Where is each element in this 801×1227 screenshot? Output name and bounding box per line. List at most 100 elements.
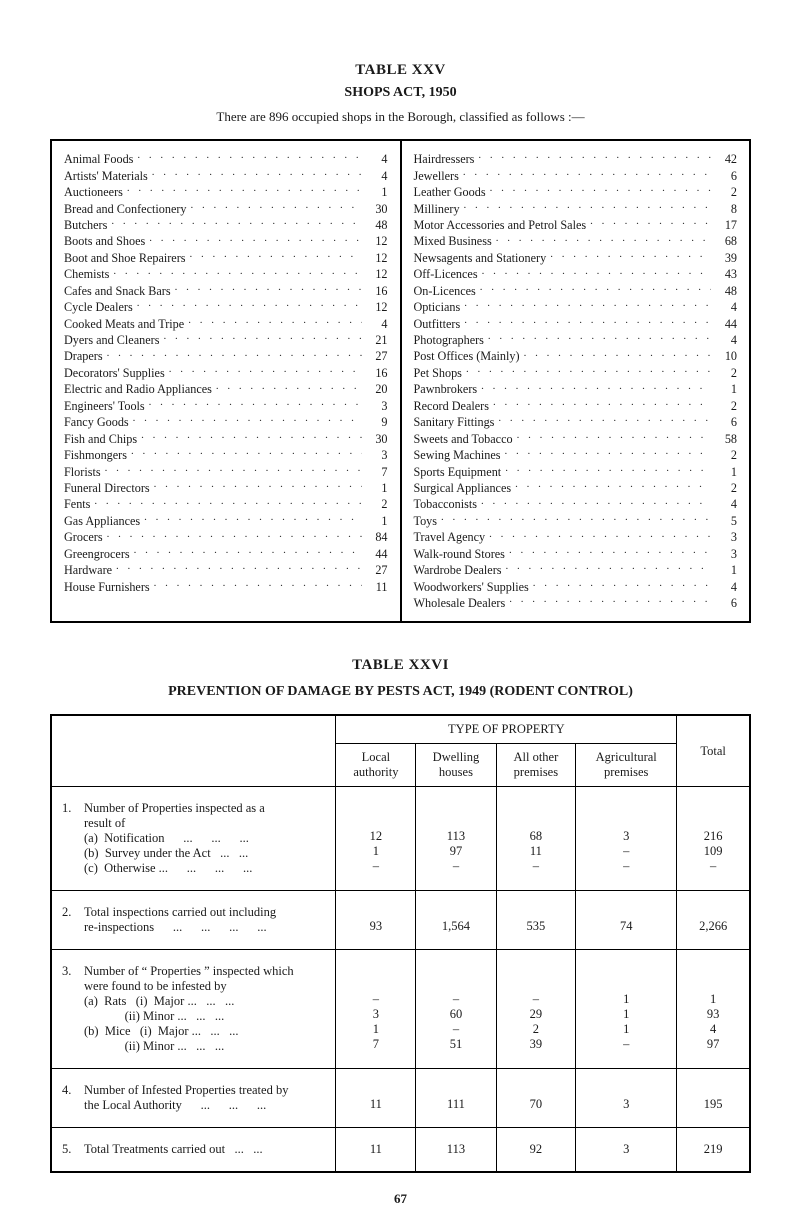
row-number: 1. [62, 801, 84, 876]
shop-entry-label: Sewing Machines [414, 448, 501, 463]
shop-entry: Fents2 [64, 496, 388, 512]
cell-value: 93 [685, 1007, 741, 1022]
cell-value: 3 [584, 1142, 668, 1157]
shop-entry-label: Boots and Shoes [64, 234, 145, 249]
row-desc-line: result of [84, 816, 325, 831]
shop-entry: Motor Accessories and Petrol Sales17 [414, 217, 738, 233]
cell-value: 12 [344, 829, 407, 844]
shop-entry-label: Motor Accessories and Petrol Sales [414, 218, 587, 233]
row-number: 4. [62, 1083, 84, 1113]
shop-entry-value: 12 [366, 251, 388, 266]
cell-total: 219 [677, 1128, 750, 1173]
leader-dots [590, 217, 711, 229]
shop-entry-value: 58 [715, 432, 737, 447]
leader-dots [216, 381, 362, 393]
cell-value [584, 804, 668, 817]
leader-dots [490, 184, 711, 196]
row-desc-line: (ii) Minor ... ... ... [84, 1009, 325, 1024]
shop-entry-label: Newsagents and Stationery [414, 251, 547, 266]
cell-value: – [584, 1037, 668, 1052]
shop-entry: Wholesale Dealers6 [414, 595, 738, 611]
cell-value [344, 816, 407, 829]
cell-other: 535 [496, 891, 576, 950]
leader-dots [493, 398, 711, 410]
table-xxvi-subtitle: PREVENTION OF DAMAGE BY PESTS ACT, 1949 … [50, 684, 751, 700]
cell-value: 7 [344, 1037, 407, 1052]
leader-dots [464, 299, 711, 311]
shop-entry: Pawnbrokers1 [414, 381, 738, 397]
shop-entry: Cooked Meats and Tripe4 [64, 315, 388, 331]
shop-entry-label: Auctioneers [64, 185, 123, 200]
shop-entry: Sewing Machines2 [414, 447, 738, 463]
shop-entry-label: Millinery [414, 202, 460, 217]
cell-other: 92 [496, 1128, 576, 1173]
leader-dots [127, 184, 362, 196]
shop-entry-value: 12 [366, 300, 388, 315]
shop-entry: House Furnishers11 [64, 578, 388, 594]
leader-dots [113, 266, 361, 278]
shop-entry-label: Off-Licences [414, 267, 478, 282]
cell-value: 3 [584, 1097, 668, 1112]
shop-entry-label: Sanitary Fittings [414, 415, 495, 430]
shop-entry-value: 2 [715, 366, 737, 381]
table-row: 4.Number of Infested Properties treated … [51, 1069, 750, 1128]
shop-entry-value: 2 [715, 185, 737, 200]
shop-entry-value: 12 [366, 234, 388, 249]
leader-dots [154, 480, 362, 492]
row-description: 4.Number of Infested Properties treated … [51, 1069, 336, 1128]
shop-entry: Hairdressers 42 [414, 151, 738, 167]
cell-value: 219 [685, 1142, 741, 1157]
cell-value [344, 967, 407, 980]
shop-entry: Artists' Materials4 [64, 167, 388, 183]
shop-entry-label: Toys [414, 514, 438, 529]
shop-entry-value: 7 [366, 465, 388, 480]
shop-entry: Fish and Chips30 [64, 430, 388, 446]
shop-entry-label: Opticians [414, 300, 461, 315]
shop-entry: Leather Goods2 [414, 184, 738, 200]
cell-value: – [424, 992, 487, 1007]
shop-entry: Pet Shops2 [414, 365, 738, 381]
shop-entry: Mixed Business68 [414, 233, 738, 249]
leader-dots [466, 365, 711, 377]
leader-dots [441, 513, 711, 525]
shop-entry-label: Butchers [64, 218, 107, 233]
shop-entry: Boot and Shoe Repairers12 [64, 250, 388, 266]
cell-value: – [584, 859, 668, 874]
cell-value: – [424, 1022, 487, 1037]
cell-value: 1 [685, 992, 741, 1007]
cell-value: 1 [344, 1022, 407, 1037]
cell-value: 113 [424, 829, 487, 844]
row-desc-line: re-inspections ... ... ... ... [84, 920, 325, 935]
shop-entry-value: 30 [366, 202, 388, 217]
shop-entry-value: 44 [715, 317, 737, 332]
leader-dots [524, 348, 711, 360]
leader-dots [149, 233, 361, 245]
shop-entry: Fishmongers3 [64, 447, 388, 463]
leader-dots [489, 529, 711, 541]
cell-value [424, 907, 487, 920]
cell-total: 2,266 [677, 891, 750, 950]
leader-dots [505, 447, 712, 459]
shop-entry: Engineers' Tools3 [64, 398, 388, 414]
shop-entry-value: 5 [715, 514, 737, 529]
row-body: Number of Infested Properties treated by… [84, 1083, 325, 1113]
leader-dots [464, 315, 711, 327]
cell-value: 97 [685, 1037, 741, 1052]
shop-entry: Butchers48 [64, 217, 388, 233]
shop-entry-label: Animal Foods [64, 152, 133, 167]
shop-entry-label: Hardware [64, 563, 112, 578]
cell-value: 1 [344, 844, 407, 859]
shop-entry-value: 2 [715, 399, 737, 414]
shop-entry-label: Sweets and Tobacco [414, 432, 513, 447]
shop-entry-label: Bread and Confectionery [64, 202, 187, 217]
leader-dots [152, 167, 362, 179]
table-xxvi-body: 1.Number of Properties inspected as ares… [51, 787, 750, 1173]
shop-entry-label: Fish and Chips [64, 432, 137, 447]
shop-entry-label: Woodworkers' Supplies [414, 580, 529, 595]
shop-entry-value: 42 [715, 152, 737, 167]
table-xxv-left-column: Animal Foods4Artists' Materials4Auctione… [52, 141, 400, 621]
shop-entry-label: Hairdressers [414, 152, 475, 167]
page-number: 67 [50, 1191, 751, 1207]
cell-total: 193497 [677, 950, 750, 1069]
shop-entry-label: Walk-round Stores [414, 547, 505, 562]
